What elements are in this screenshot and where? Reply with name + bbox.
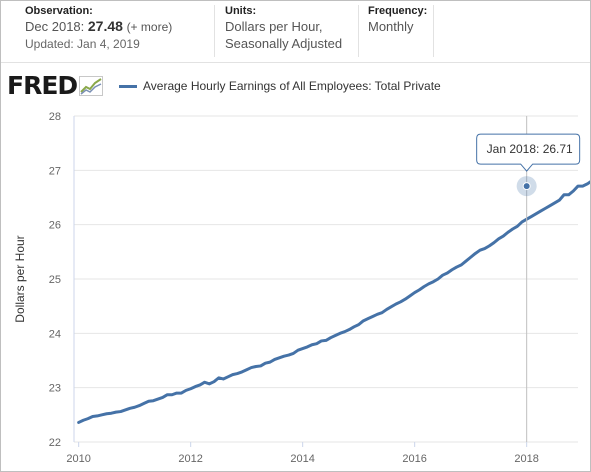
units-line-2: Seasonally Adjusted bbox=[225, 36, 343, 51]
y-tick-label: 22 bbox=[49, 437, 61, 449]
more-observations-link[interactable]: (+ more) bbox=[126, 20, 173, 34]
tooltip: Jan 2018: 26.71 bbox=[476, 133, 581, 172]
y-tick-label: 26 bbox=[49, 220, 61, 232]
observation-label: Observation: bbox=[25, 5, 93, 17]
series-lines bbox=[77, 180, 590, 424]
observation-line: Dec 2018: 27.48 (+ more) bbox=[25, 18, 210, 36]
y-tick-label: 25 bbox=[49, 274, 61, 286]
y-tick-label: 24 bbox=[49, 328, 61, 340]
units-section: Units: Dollars per Hour, Seasonally Adju… bbox=[225, 5, 365, 52]
series-line bbox=[77, 180, 590, 424]
updated-date: Updated: Jan 4, 2019 bbox=[25, 37, 140, 51]
legend-label: Average Hourly Earnings of All Employees… bbox=[143, 79, 441, 93]
x-tick-label: 2014 bbox=[290, 453, 314, 465]
y-tick-label: 28 bbox=[49, 111, 61, 123]
tooltip-value: 26.71 bbox=[543, 142, 573, 156]
x-tick-label: 2018 bbox=[514, 453, 538, 465]
fred-logo-text: FRED bbox=[7, 71, 78, 100]
y-axis-title: Dollars per Hour bbox=[13, 235, 27, 322]
x-tick-label: 2016 bbox=[402, 453, 426, 465]
series-metadata-bar: Observation: Dec 2018: 27.48 (+ more) Up… bbox=[1, 1, 590, 61]
observation-section: Observation: Dec 2018: 27.48 (+ more) Up… bbox=[25, 5, 210, 52]
tooltip-text: Jan 2018: 26.71 bbox=[487, 142, 573, 156]
units-label: Units: bbox=[225, 5, 257, 17]
units-line-1: Dollars per Hour, bbox=[225, 19, 323, 34]
divider bbox=[358, 5, 359, 57]
fred-logo[interactable]: FRED bbox=[7, 71, 104, 100]
header-divider bbox=[1, 62, 590, 63]
frequency-label: Frequency: bbox=[368, 5, 428, 17]
legend-swatch bbox=[119, 84, 137, 88]
divider bbox=[433, 5, 434, 57]
graph-trend-icon bbox=[79, 76, 104, 96]
divider bbox=[214, 5, 215, 57]
observation-date: Dec 2018: bbox=[25, 19, 85, 34]
highlight-point bbox=[522, 182, 531, 191]
axes: 22 23 24 25 26 27 28 2010 2012 2014 2016 2018 Dollar… bbox=[13, 111, 539, 465]
x-tick-label: 2010 bbox=[66, 453, 90, 465]
tooltip-box bbox=[476, 133, 581, 172]
frequency-section: Frequency: Monthly bbox=[368, 5, 488, 35]
series-legend: Average Hourly Earnings of All Employees… bbox=[119, 79, 441, 93]
tooltip-date: Jan 2018: bbox=[487, 142, 543, 156]
y-tick-label: 23 bbox=[49, 383, 61, 395]
gridlines bbox=[74, 115, 578, 443]
x-tick-label: 2012 bbox=[178, 453, 202, 465]
observation-value: 27.48 bbox=[87, 18, 123, 34]
y-tick-label: 27 bbox=[49, 165, 61, 177]
frequency-value: Monthly bbox=[368, 19, 414, 34]
